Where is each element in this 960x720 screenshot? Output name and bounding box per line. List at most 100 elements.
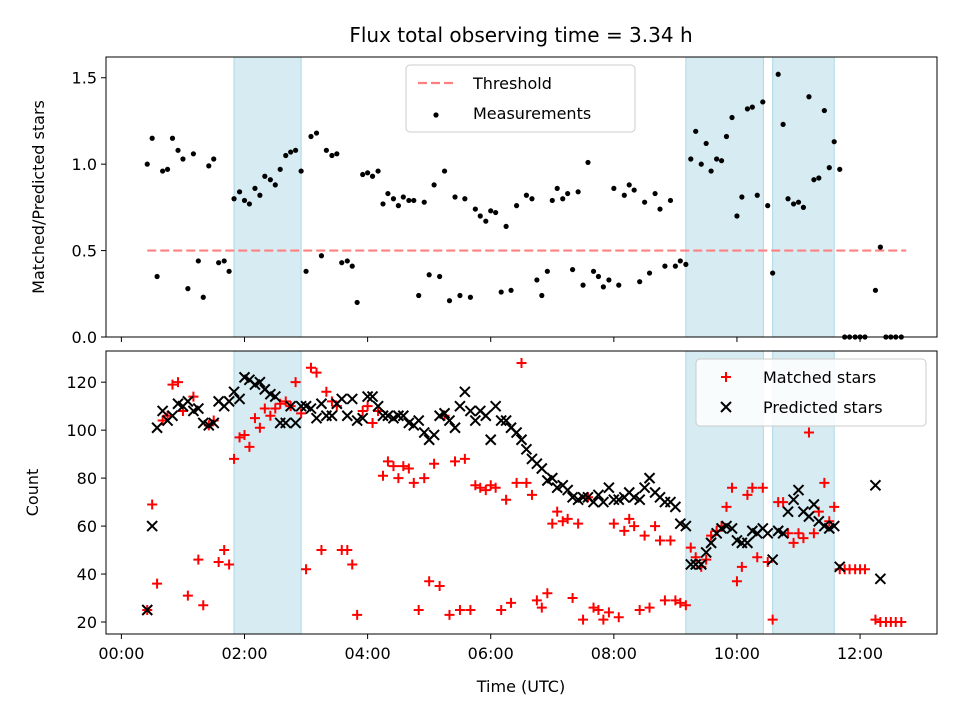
predicted-stars-point: [305, 402, 317, 415]
matched-stars-point: [727, 482, 738, 493]
measurements-point: [862, 334, 868, 340]
measurements-point: [893, 334, 899, 340]
measurements-point: [298, 168, 304, 174]
predicted-stars-point: [561, 484, 574, 496]
measurements-point: [195, 258, 201, 264]
predicted-stars-point: [787, 493, 800, 506]
measurements-point: [606, 277, 612, 283]
measurements-point: [483, 218, 489, 224]
measurements-point: [816, 175, 822, 181]
measurements-point: [267, 177, 273, 183]
measurements-point: [169, 135, 176, 141]
matched-stars-point: [424, 576, 435, 587]
predicted-stars-point: [141, 604, 153, 616]
y-tick-label: 40: [77, 565, 97, 584]
predicted-stars-point: [705, 537, 717, 549]
measurements-point: [508, 287, 514, 293]
predicted-stars-point: [577, 491, 589, 504]
measurements-point: [565, 190, 571, 197]
predicted-stars-point: [289, 417, 302, 429]
measurements-point: [723, 133, 730, 140]
measurements-point: [431, 182, 437, 188]
predicted-stars-point: [366, 390, 379, 403]
measurements-point: [426, 272, 432, 278]
y-tick-label: 100: [66, 421, 97, 440]
measurements-point: [246, 201, 253, 207]
matched-stars-point: [752, 552, 763, 563]
predicted-stars-point: [500, 414, 512, 427]
matched-stars-point: [731, 576, 742, 587]
measurements-point: [334, 151, 340, 157]
matched-stars-point: [506, 597, 517, 608]
measurements-point: [811, 177, 817, 183]
measurements-point: [826, 165, 832, 171]
measurements-point: [477, 213, 483, 219]
measurements-point: [216, 260, 222, 266]
matched-stars-point: [188, 391, 199, 402]
matched-stars-point: [398, 461, 409, 472]
matched-stars-point: [598, 614, 609, 625]
measurements-point: [846, 334, 853, 340]
matched-stars-point: [757, 482, 768, 493]
matched-stars-point: [578, 614, 589, 625]
measurements-point: [657, 206, 663, 212]
measurements-point: [421, 199, 427, 205]
y-tick-label: 0.5: [72, 242, 97, 261]
measurements-point: [185, 286, 191, 292]
measurements-point: [560, 196, 566, 202]
legend-marker: [721, 372, 731, 382]
matched-stars-point: [747, 482, 758, 493]
predicted-stars-point: [782, 505, 794, 518]
matched-stars-point: [629, 521, 640, 532]
predicted-stars-point: [762, 527, 774, 539]
x-tick-label: 06:00: [468, 644, 514, 663]
data-points: [141, 71, 907, 628]
matched-stars-point: [444, 609, 455, 620]
predicted-stars-point: [592, 489, 605, 501]
predicted-stars-point: [510, 426, 523, 439]
matched-stars-point: [352, 609, 363, 620]
predicted-stars-point: [295, 400, 307, 412]
matched-stars-point: [793, 528, 804, 539]
measurements-point: [590, 268, 597, 274]
matched-stars-point: [552, 506, 563, 517]
predicted-stars-point: [792, 484, 805, 496]
matched-stars-point: [367, 417, 378, 428]
matched-stars-point: [619, 525, 630, 536]
measurements-point: [857, 334, 863, 340]
predicted-stars-point: [587, 496, 600, 508]
measurements-point: [303, 268, 309, 274]
matched-stars-point: [475, 482, 486, 493]
measurements-point: [600, 284, 606, 290]
measurements-point: [241, 197, 248, 204]
measurements-point: [236, 189, 243, 195]
matched-stars-point: [501, 494, 512, 505]
matched-stars-point: [644, 602, 655, 613]
measurements-point: [662, 263, 668, 269]
measurements-point: [313, 130, 320, 136]
predicted-stars-point: [726, 522, 738, 535]
predicted-stars-point: [469, 414, 482, 427]
measurements-point: [877, 244, 883, 250]
matched-stars-point: [778, 497, 789, 508]
predicted-stars-point: [223, 395, 235, 408]
matched-stars-point: [157, 415, 168, 426]
predicted-stars-point: [356, 412, 369, 424]
predicted-stars-point: [454, 400, 466, 412]
measurements-point: [775, 71, 781, 77]
panel-frame-2: [105, 350, 938, 635]
measurements-point: [493, 209, 499, 216]
matched-stars-point: [526, 489, 537, 500]
measurements-point: [729, 114, 735, 121]
chart-title: Flux total observing time = 3.34 h: [349, 23, 692, 47]
measurements-point: [175, 147, 181, 153]
matched-stars-point: [613, 612, 624, 623]
matched-stars-point: [783, 528, 794, 539]
matched-stars-point: [403, 463, 414, 474]
measurements-point: [554, 185, 560, 191]
measurements-point: [806, 94, 812, 100]
measurements-point: [642, 199, 648, 205]
legend-2: [695, 358, 927, 427]
y-tick-label: 20: [77, 613, 97, 632]
matched-stars-point: [270, 403, 281, 414]
